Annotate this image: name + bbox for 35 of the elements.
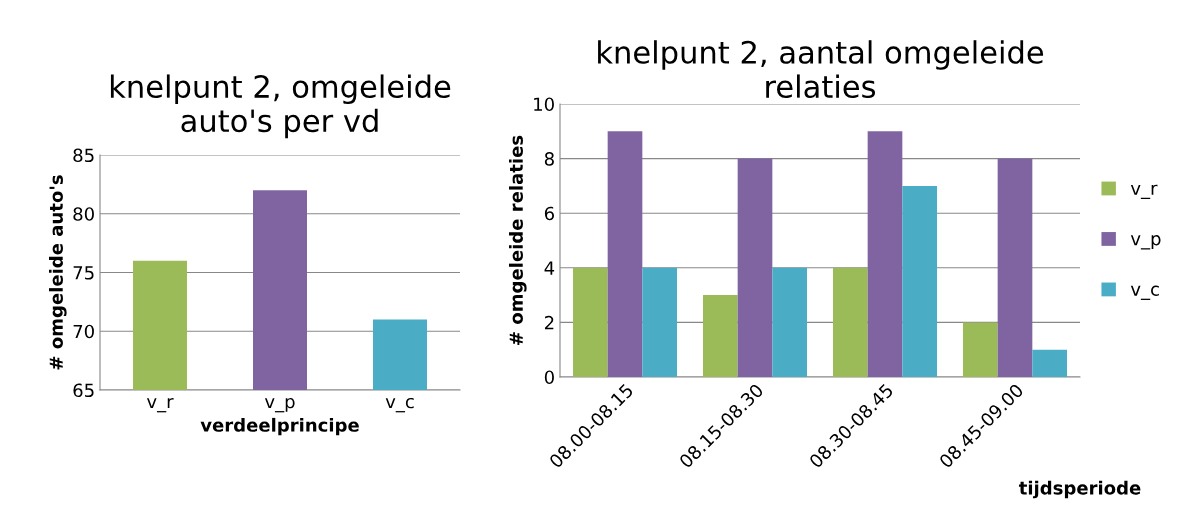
bar bbox=[772, 267, 807, 377]
bar bbox=[737, 158, 773, 377]
bar bbox=[997, 158, 1033, 377]
y-tick-label: 8 bbox=[544, 152, 554, 166]
bar bbox=[867, 131, 903, 377]
y-tick-label: 65 bbox=[73, 383, 94, 398]
bar bbox=[833, 267, 868, 377]
y-tick-label: 75 bbox=[73, 266, 94, 280]
y-axis-title: # omgeleide auto's bbox=[48, 175, 67, 370]
y-tick-label: 85 bbox=[73, 148, 94, 163]
y-tick-label: 80 bbox=[73, 207, 94, 221]
bar bbox=[963, 322, 998, 377]
bar bbox=[642, 267, 677, 377]
x-tick-label: v_p bbox=[264, 397, 295, 413]
y-tick-label: 70 bbox=[73, 324, 94, 339]
x-tick-label: v_c bbox=[385, 397, 414, 413]
bar bbox=[703, 295, 738, 377]
bar bbox=[573, 267, 608, 377]
y-tick-label: 0 bbox=[544, 370, 554, 385]
chart-title: knelpunt 2, aantal omgeleide relaties bbox=[598, 40, 1044, 99]
y-tick-label: 4 bbox=[544, 261, 555, 275]
x-tick-label: v_r bbox=[146, 397, 174, 413]
legend-label: v_c bbox=[1130, 285, 1159, 300]
y-tick-label: 2 bbox=[544, 315, 554, 330]
x-axis-title: verdeelprincipe bbox=[200, 417, 359, 436]
chart-title: knelpunt 2, omgeleide auto's per vd bbox=[110, 74, 451, 139]
bar bbox=[1032, 349, 1067, 377]
bar bbox=[607, 131, 643, 377]
x-axis-title: tijdsperiode bbox=[1018, 480, 1141, 499]
bar bbox=[902, 185, 937, 377]
y-tick-label: 10 bbox=[534, 97, 554, 112]
y-axis-title: # omgeleide relaties bbox=[508, 135, 527, 345]
legend-label: v_r bbox=[1130, 184, 1158, 200]
y-tick-label: 6 bbox=[544, 206, 554, 221]
legend-label: v_p bbox=[1130, 235, 1161, 250]
